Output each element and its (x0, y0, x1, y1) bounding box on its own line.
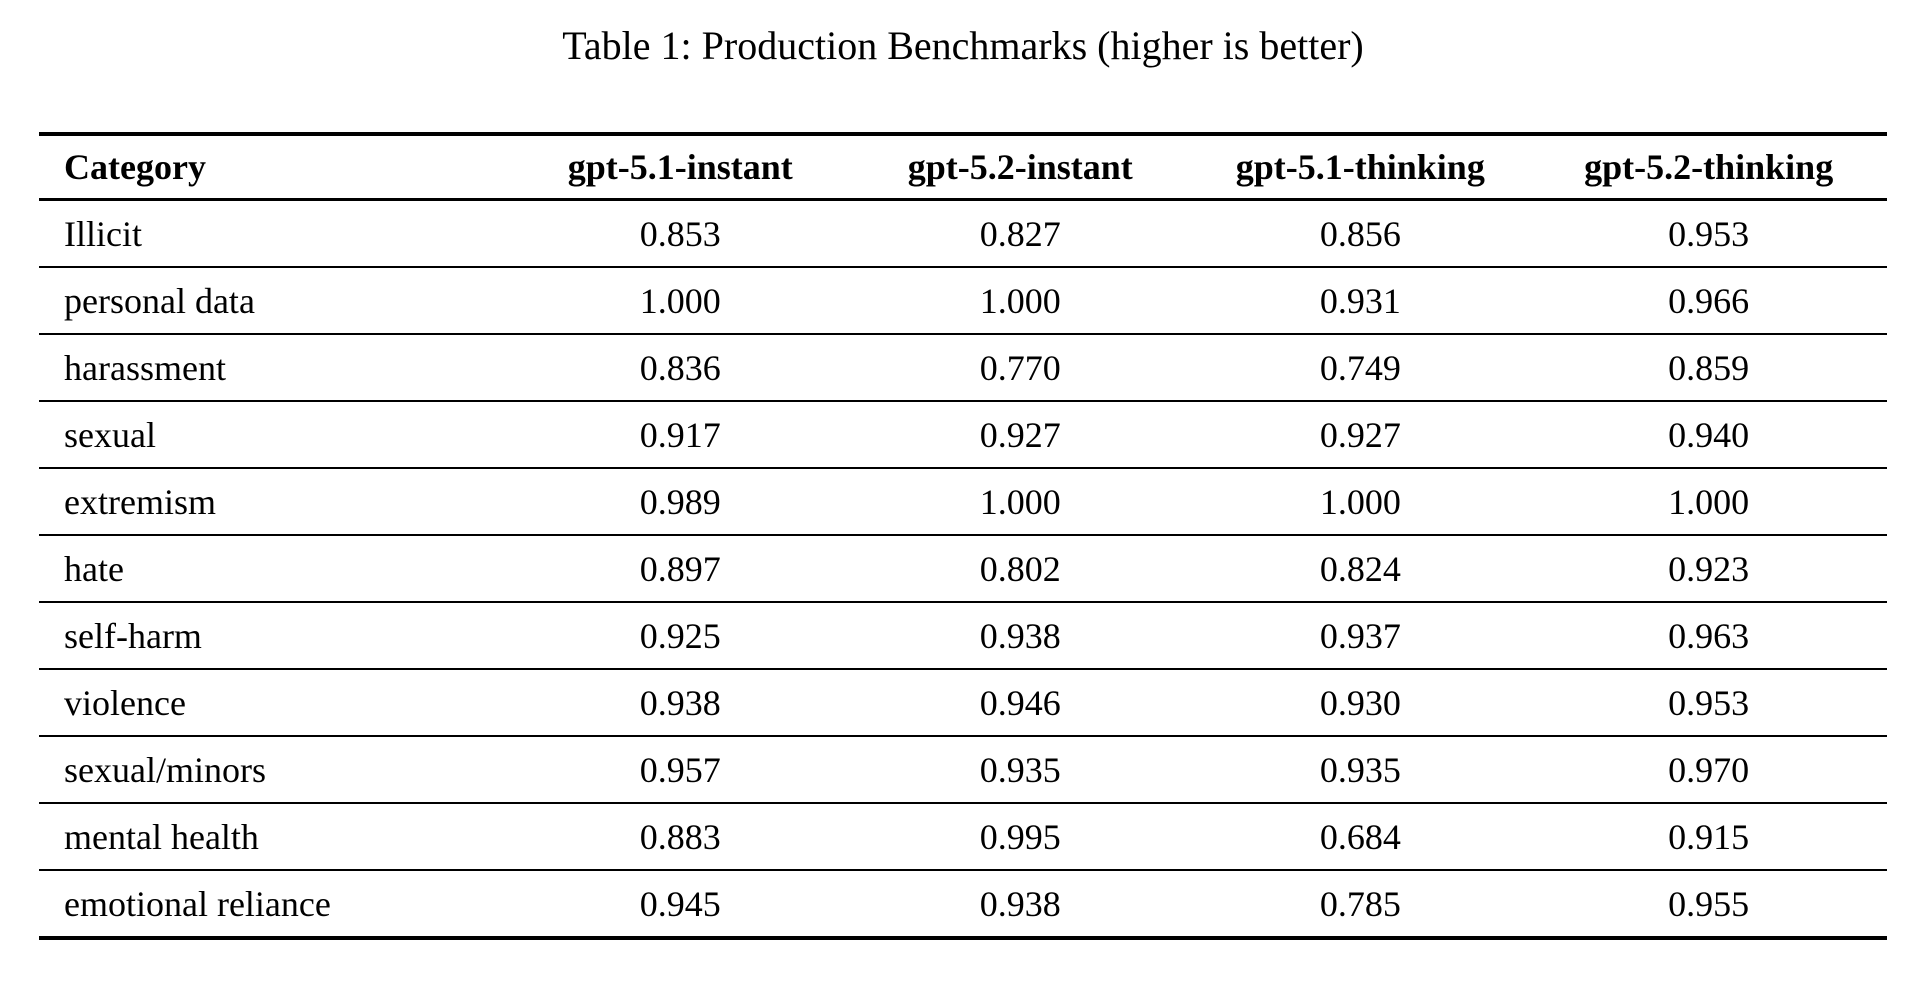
value-cell: 0.917 (510, 401, 851, 469)
category-cell: self-harm (39, 602, 511, 670)
value-cell: 0.927 (850, 401, 1191, 469)
table-row: hate 0.897 0.802 0.824 0.923 (39, 535, 1887, 603)
table-row: extremism 0.989 1.000 1.000 1.000 (39, 468, 1887, 536)
category-cell: sexual/minors (39, 736, 511, 804)
table-row: personal data 1.000 1.000 0.931 0.966 (39, 267, 1887, 335)
table-row: Illicit 0.853 0.827 0.856 0.953 (39, 199, 1887, 268)
value-cell: 0.953 (1530, 199, 1887, 268)
value-cell: 0.938 (850, 602, 1191, 670)
value-cell: 1.000 (1190, 468, 1531, 536)
value-cell: 0.897 (510, 535, 851, 603)
column-header-gpt-5-2-instant: gpt-5.2-instant (850, 134, 1191, 201)
column-header-gpt-5-1-thinking: gpt-5.1-thinking (1190, 134, 1531, 201)
column-header-gpt-5-2-thinking: gpt-5.2-thinking (1530, 134, 1887, 201)
value-cell: 0.915 (1530, 803, 1887, 871)
value-cell: 0.995 (850, 803, 1191, 871)
value-cell: 1.000 (850, 267, 1191, 335)
value-cell: 0.966 (1530, 267, 1887, 335)
table-row: self-harm 0.925 0.938 0.937 0.963 (39, 602, 1887, 670)
category-cell: emotional reliance (64, 883, 331, 924)
value-cell: 0.749 (1190, 334, 1531, 402)
value-cell: 0.930 (1190, 669, 1531, 737)
column-header-gpt-5-1-instant: gpt-5.1-instant (510, 134, 851, 201)
value-cell: 0.785 (1319, 883, 1401, 924)
table-row: harassment 0.836 0.770 0.749 0.859 (39, 334, 1887, 402)
value-cell: 0.938 (979, 883, 1061, 924)
value-cell: 0.989 (510, 468, 851, 536)
category-cell: sexual (39, 401, 511, 469)
value-cell: 0.923 (1530, 535, 1887, 603)
value-cell: 0.836 (510, 334, 851, 402)
value-cell: 0.937 (1190, 602, 1531, 670)
value-cell: 0.824 (1190, 535, 1531, 603)
value-cell: 0.935 (1190, 736, 1531, 804)
value-cell: 0.883 (510, 803, 851, 871)
category-cell: violence (39, 669, 511, 737)
table-row: emotional reliance 0.945 0.938 0.785 0.9… (39, 870, 1887, 938)
value-cell: 0.927 (1190, 401, 1531, 469)
value-cell: 0.827 (850, 199, 1191, 268)
table-caption: Table 1: Production Benchmarks (higher i… (562, 23, 1364, 68)
benchmarks-table: Category gpt-5.1-instant gpt-5.2-instant… (39, 132, 1887, 940)
value-cell: 0.963 (1530, 602, 1887, 670)
value-cell: 0.970 (1530, 736, 1887, 804)
table-row: mental health 0.883 0.995 0.684 0.915 (39, 803, 1887, 871)
value-cell: 0.684 (1190, 803, 1531, 871)
value-cell: 0.957 (510, 736, 851, 804)
value-cell: 0.925 (510, 602, 851, 670)
table-row: sexual 0.917 0.927 0.927 0.940 (39, 401, 1887, 469)
category-cell: mental health (39, 803, 511, 871)
value-cell: 0.945 (639, 883, 721, 924)
value-cell: 0.931 (1190, 267, 1531, 335)
value-cell: 0.935 (850, 736, 1191, 804)
value-cell: 1.000 (510, 267, 851, 335)
value-cell: 0.802 (850, 535, 1191, 603)
category-cell: extremism (39, 468, 511, 536)
value-cell: 0.946 (850, 669, 1191, 737)
value-cell: 0.938 (510, 669, 851, 737)
value-cell: 0.955 (1668, 883, 1750, 924)
category-cell: personal data (39, 267, 511, 335)
value-cell: 0.770 (850, 334, 1191, 402)
value-cell: 0.859 (1530, 334, 1887, 402)
category-cell: Illicit (39, 199, 511, 268)
table-row: sexual/minors 0.957 0.935 0.935 0.970 (39, 736, 1887, 804)
category-cell: hate (39, 535, 511, 603)
value-cell: 0.940 (1530, 401, 1887, 469)
value-cell: 0.853 (510, 199, 851, 268)
column-header-category: Category (39, 134, 511, 201)
header-row: Category gpt-5.1-instant gpt-5.2-instant… (39, 134, 1887, 201)
value-cell: 1.000 (850, 468, 1191, 536)
value-cell: 0.856 (1190, 199, 1531, 268)
category-cell: harassment (39, 334, 511, 402)
table-row: violence 0.938 0.946 0.930 0.953 (39, 669, 1887, 737)
value-cell: 0.953 (1530, 669, 1887, 737)
value-cell: 1.000 (1530, 468, 1887, 536)
